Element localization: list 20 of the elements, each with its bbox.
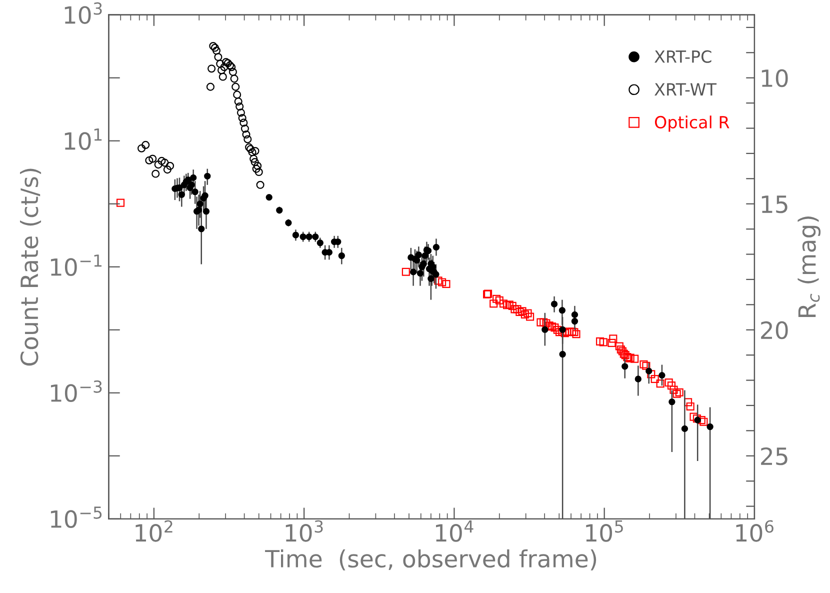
y-tick-label: 10$^{−3}$ <box>50 380 102 402</box>
x-tick-label: 10$^{5}$ <box>586 520 623 542</box>
y2-tick-label: 15 <box>762 196 788 214</box>
y-tick-label: 10$^{−5}$ <box>50 506 102 528</box>
legend-label: XRT-PC <box>654 50 712 63</box>
x-tick-label: 10$^{6}$ <box>736 520 774 542</box>
y-axis-title: Count Rate (ct/s) <box>20 168 42 366</box>
y-tick-label: 10$^{−1}$ <box>50 254 102 276</box>
y-tick-label: 10$^{1}$ <box>64 128 102 150</box>
y-tick-label: 10$^{3}$ <box>64 2 102 24</box>
y2-tick-label: 25 <box>761 447 788 466</box>
legend-label: Optical R <box>654 116 730 132</box>
x-tick-label: 10$^{2}$ <box>136 520 172 542</box>
legend-label: XRT-WT <box>654 83 717 96</box>
x-tick-label: 10$^{4}$ <box>436 520 474 542</box>
y2-tick-label: 20 <box>761 321 788 340</box>
x-tick-label: 10$^{3}$ <box>286 520 323 542</box>
y2-axis-title: R$_{c}$ (mag) <box>798 216 821 317</box>
y2-tick-label: 10 <box>762 69 788 88</box>
x-axis-title: Time (sec, observed frame) <box>265 549 596 570</box>
